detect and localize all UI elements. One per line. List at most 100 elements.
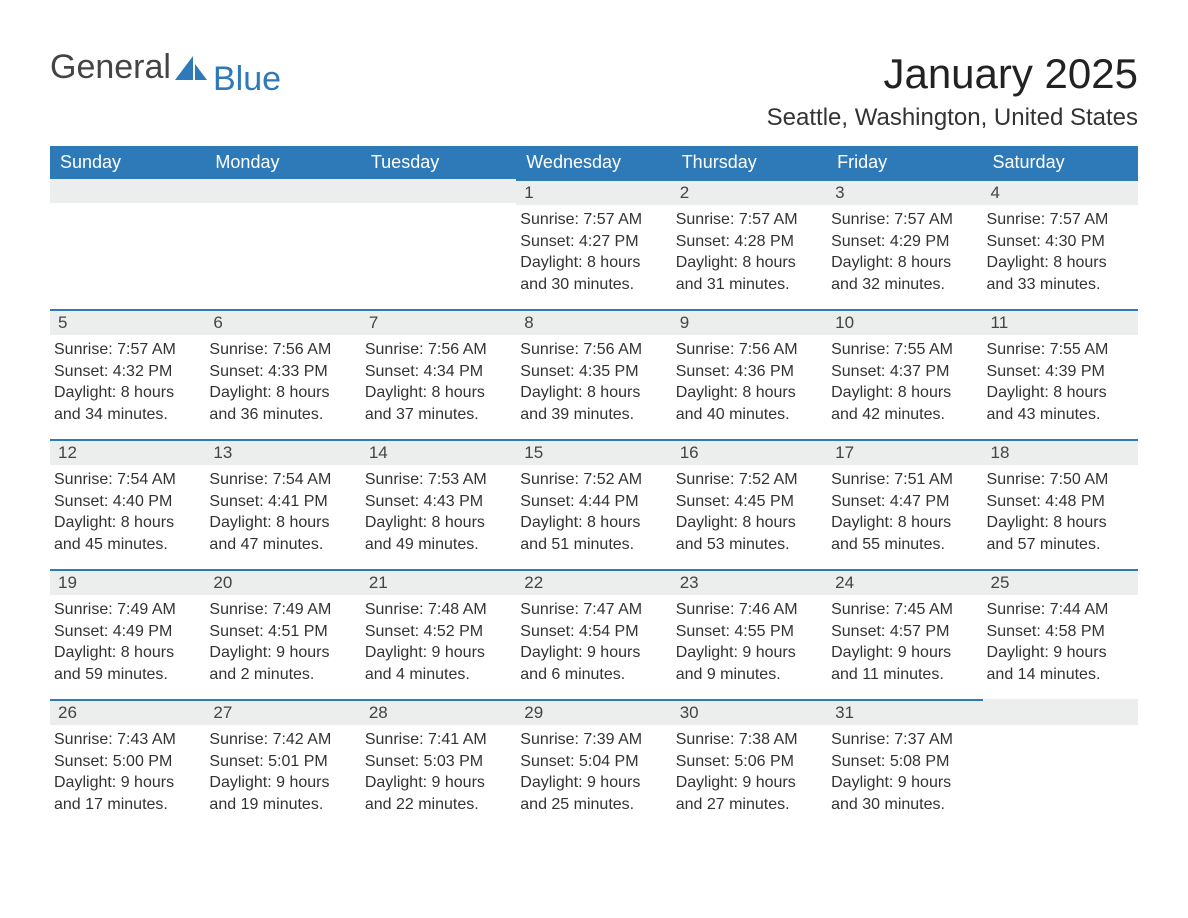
day-details: Sunrise: 7:47 AMSunset: 4:54 PMDaylight:…: [516, 595, 671, 689]
calendar-day-cell: 20Sunrise: 7:49 AMSunset: 4:51 PMDayligh…: [205, 569, 360, 699]
sunset-line: Sunset: 4:52 PM: [365, 621, 508, 643]
day-details: Sunrise: 7:39 AMSunset: 5:04 PMDaylight:…: [516, 725, 671, 819]
calendar-day-cell: 13Sunrise: 7:54 AMSunset: 4:41 PMDayligh…: [205, 439, 360, 569]
sunrise-line: Sunrise: 7:57 AM: [831, 209, 974, 231]
day-number: 14: [361, 439, 516, 465]
daylight-line-2: and 31 minutes.: [676, 274, 819, 296]
sunrise-line: Sunrise: 7:57 AM: [676, 209, 819, 231]
sunrise-line: Sunrise: 7:56 AM: [209, 339, 352, 361]
day-number: 31: [827, 699, 982, 725]
sunset-line: Sunset: 4:33 PM: [209, 361, 352, 383]
calendar-week-row: 19Sunrise: 7:49 AMSunset: 4:49 PMDayligh…: [50, 569, 1138, 699]
day-details: Sunrise: 7:57 AMSunset: 4:30 PMDaylight:…: [983, 205, 1138, 299]
day-number: 10: [827, 309, 982, 335]
calendar-week-row: 5Sunrise: 7:57 AMSunset: 4:32 PMDaylight…: [50, 309, 1138, 439]
day-number: 8: [516, 309, 671, 335]
day-details: Sunrise: 7:51 AMSunset: 4:47 PMDaylight:…: [827, 465, 982, 559]
sunrise-line: Sunrise: 7:56 AM: [676, 339, 819, 361]
day-details: Sunrise: 7:49 AMSunset: 4:49 PMDaylight:…: [50, 595, 205, 689]
daylight-line: Daylight: 8 hours: [54, 642, 197, 664]
daylight-line: Daylight: 8 hours: [209, 382, 352, 404]
calendar-day-cell: 14Sunrise: 7:53 AMSunset: 4:43 PMDayligh…: [361, 439, 516, 569]
day-details: Sunrise: 7:42 AMSunset: 5:01 PMDaylight:…: [205, 725, 360, 819]
daylight-line: Daylight: 9 hours: [987, 642, 1130, 664]
daylight-line-2: and 39 minutes.: [520, 404, 663, 426]
sunset-line: Sunset: 5:08 PM: [831, 751, 974, 773]
day-number: 19: [50, 569, 205, 595]
calendar-day-cell: 24Sunrise: 7:45 AMSunset: 4:57 PMDayligh…: [827, 569, 982, 699]
day-number: 1: [516, 179, 671, 205]
calendar-empty-cell: [205, 179, 360, 309]
day-number: 3: [827, 179, 982, 205]
daylight-line-2: and 17 minutes.: [54, 794, 197, 816]
daylight-line-2: and 57 minutes.: [987, 534, 1130, 556]
day-number: 21: [361, 569, 516, 595]
calendar-day-cell: 27Sunrise: 7:42 AMSunset: 5:01 PMDayligh…: [205, 699, 360, 829]
daylight-line-2: and 4 minutes.: [365, 664, 508, 686]
daylight-line: Daylight: 9 hours: [54, 772, 197, 794]
daylight-line: Daylight: 8 hours: [987, 382, 1130, 404]
daylight-line: Daylight: 8 hours: [365, 382, 508, 404]
sunrise-line: Sunrise: 7:57 AM: [987, 209, 1130, 231]
daylight-line: Daylight: 8 hours: [520, 512, 663, 534]
calendar-day-cell: 15Sunrise: 7:52 AMSunset: 4:44 PMDayligh…: [516, 439, 671, 569]
weekday-header: Sunday: [50, 146, 205, 179]
sunset-line: Sunset: 4:45 PM: [676, 491, 819, 513]
calendar-day-cell: 9Sunrise: 7:56 AMSunset: 4:36 PMDaylight…: [672, 309, 827, 439]
calendar-day-cell: 30Sunrise: 7:38 AMSunset: 5:06 PMDayligh…: [672, 699, 827, 829]
sunset-line: Sunset: 5:04 PM: [520, 751, 663, 773]
day-details: Sunrise: 7:56 AMSunset: 4:33 PMDaylight:…: [205, 335, 360, 429]
day-details: Sunrise: 7:54 AMSunset: 4:40 PMDaylight:…: [50, 465, 205, 559]
calendar-day-cell: 23Sunrise: 7:46 AMSunset: 4:55 PMDayligh…: [672, 569, 827, 699]
weekday-header: Thursday: [672, 146, 827, 179]
day-number: 11: [983, 309, 1138, 335]
daylight-line-2: and 59 minutes.: [54, 664, 197, 686]
title-block: January 2025 Seattle, Washington, United…: [767, 50, 1138, 132]
daylight-line: Daylight: 9 hours: [676, 642, 819, 664]
daylight-line: Daylight: 9 hours: [209, 642, 352, 664]
sunrise-line: Sunrise: 7:46 AM: [676, 599, 819, 621]
daylight-line-2: and 25 minutes.: [520, 794, 663, 816]
calendar-day-cell: 26Sunrise: 7:43 AMSunset: 5:00 PMDayligh…: [50, 699, 205, 829]
day-number: 7: [361, 309, 516, 335]
sunset-line: Sunset: 4:35 PM: [520, 361, 663, 383]
daylight-line: Daylight: 8 hours: [54, 382, 197, 404]
daylight-line: Daylight: 8 hours: [987, 252, 1130, 274]
daylight-line-2: and 42 minutes.: [831, 404, 974, 426]
sunrise-line: Sunrise: 7:55 AM: [831, 339, 974, 361]
day-number: 27: [205, 699, 360, 725]
sunset-line: Sunset: 4:54 PM: [520, 621, 663, 643]
logo: General Blue: [50, 50, 281, 84]
daylight-line-2: and 22 minutes.: [365, 794, 508, 816]
calendar-empty-cell: [50, 179, 205, 309]
calendar-day-cell: 21Sunrise: 7:48 AMSunset: 4:52 PMDayligh…: [361, 569, 516, 699]
sunset-line: Sunset: 4:49 PM: [54, 621, 197, 643]
sunset-line: Sunset: 4:27 PM: [520, 231, 663, 253]
calendar-week-row: 26Sunrise: 7:43 AMSunset: 5:00 PMDayligh…: [50, 699, 1138, 829]
day-number: 28: [361, 699, 516, 725]
day-number: 20: [205, 569, 360, 595]
sunset-line: Sunset: 5:00 PM: [54, 751, 197, 773]
weekday-header: Saturday: [983, 146, 1138, 179]
sunrise-line: Sunrise: 7:50 AM: [987, 469, 1130, 491]
daylight-line: Daylight: 8 hours: [676, 252, 819, 274]
calendar-day-cell: 1Sunrise: 7:57 AMSunset: 4:27 PMDaylight…: [516, 179, 671, 309]
sunset-line: Sunset: 5:03 PM: [365, 751, 508, 773]
weekday-header-row: SundayMondayTuesdayWednesdayThursdayFrid…: [50, 146, 1138, 179]
daylight-line-2: and 32 minutes.: [831, 274, 974, 296]
day-details: Sunrise: 7:38 AMSunset: 5:06 PMDaylight:…: [672, 725, 827, 819]
day-number: 18: [983, 439, 1138, 465]
sunset-line: Sunset: 4:41 PM: [209, 491, 352, 513]
day-details: Sunrise: 7:57 AMSunset: 4:27 PMDaylight:…: [516, 205, 671, 299]
daylight-line: Daylight: 9 hours: [209, 772, 352, 794]
sunrise-line: Sunrise: 7:56 AM: [520, 339, 663, 361]
sunset-line: Sunset: 4:43 PM: [365, 491, 508, 513]
daylight-line: Daylight: 8 hours: [987, 512, 1130, 534]
daylight-line: Daylight: 9 hours: [676, 772, 819, 794]
calendar-day-cell: 4Sunrise: 7:57 AMSunset: 4:30 PMDaylight…: [983, 179, 1138, 309]
day-details: Sunrise: 7:57 AMSunset: 4:32 PMDaylight:…: [50, 335, 205, 429]
daylight-line: Daylight: 8 hours: [209, 512, 352, 534]
sunrise-line: Sunrise: 7:53 AM: [365, 469, 508, 491]
sunset-line: Sunset: 4:39 PM: [987, 361, 1130, 383]
sunrise-line: Sunrise: 7:57 AM: [54, 339, 197, 361]
